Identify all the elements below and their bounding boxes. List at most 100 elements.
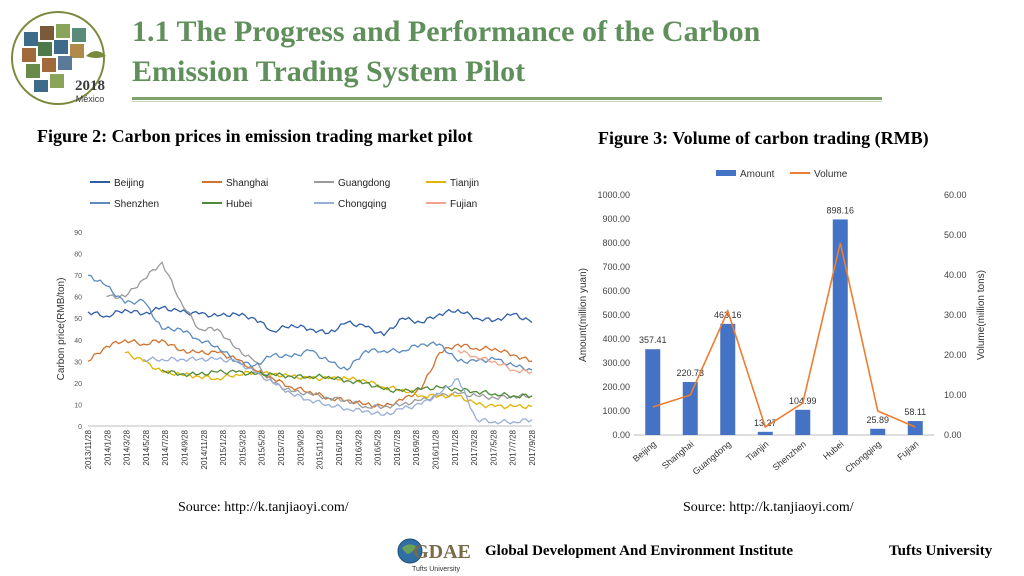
y2-tick-label: 30.00 xyxy=(944,310,967,320)
logo-place: México xyxy=(76,94,105,104)
leaf-icon xyxy=(86,51,106,58)
x-category-label: Chongqing xyxy=(843,439,883,475)
bar-value-label: 898.16 xyxy=(826,205,854,215)
y-tick-label: 0.00 xyxy=(612,430,630,440)
bar-shenzhen xyxy=(795,409,811,435)
legend-swatch-amount xyxy=(716,170,736,176)
y-tick-label: 10 xyxy=(74,402,82,409)
bar-value-label: 357.41 xyxy=(639,335,667,345)
x-tick-label: 2015/11/28 xyxy=(316,429,325,469)
series-line-shanghai xyxy=(87,338,533,408)
x-tick-label: 2015/5/28 xyxy=(258,429,267,465)
y-tick-label: 100.00 xyxy=(602,406,630,416)
y-tick-label: 60 xyxy=(74,295,82,302)
chart2-axes: 0.00 100.00 200.00 300.00 400.00 500.00 600.00… xyxy=(578,190,987,477)
slide-title: 1.1 The Progress and Performance of the … xyxy=(132,12,892,92)
y2-axis-label: Volume(million tons) xyxy=(976,270,987,360)
bar-hubei xyxy=(832,219,848,435)
volume-line xyxy=(652,242,916,429)
y2-tick-label: 10.00 xyxy=(944,390,967,400)
x-tick-label: 2016/3/28 xyxy=(354,429,363,465)
x-category-label: Guangdong xyxy=(691,439,733,477)
x-tick-label: 2014/11/28 xyxy=(200,429,209,469)
y-tick-label: 90 xyxy=(74,230,82,237)
x-tick-label: 2017/7/28 xyxy=(509,429,518,465)
chart2-legend: Amount Volume xyxy=(716,169,848,180)
series-line-fujian xyxy=(457,350,533,375)
legend-label-beijing: Beijing xyxy=(114,178,144,189)
y-tick-label: 400.00 xyxy=(602,334,630,344)
series-line-shenzhen xyxy=(87,274,533,372)
logo-mosaic xyxy=(22,24,86,92)
x-category-label: Fujian xyxy=(895,439,920,462)
carbon-volume-bar-chart: Amount Volume 0.00 100.00 200.00 300.00 400.0… xyxy=(578,169,987,477)
figure2-source: Source: http://k.tanjiaoyi.com/ xyxy=(178,500,349,515)
y-tick-label: 1000.00 xyxy=(597,190,630,200)
chart1-legend: Beijing Shanghai Guangdong Tianjin Shenzhen H… xyxy=(90,178,479,210)
x-tick-label: 2016/11/28 xyxy=(431,429,440,469)
y2-tick-label: 0.00 xyxy=(944,430,962,440)
x-tick-label: 2017/1/28 xyxy=(451,429,460,465)
gdae-logo-text: GDAE xyxy=(413,541,471,563)
chart1-series xyxy=(87,260,533,425)
bar-tianjin xyxy=(757,431,773,435)
y2-tick-label: 20.00 xyxy=(944,350,967,360)
conference-logo: 2018 México xyxy=(11,11,106,105)
bar-value-label: 463.16 xyxy=(714,310,742,320)
bar-value-label: 220.73 xyxy=(676,368,704,378)
bar-value-label: 13.27 xyxy=(754,418,777,428)
x-tick-label: 2014/9/28 xyxy=(181,429,190,465)
series-line-chongqing xyxy=(143,356,533,425)
x-tick-label: 2015/1/28 xyxy=(219,429,228,465)
carbon-price-line-chart: Beijing Shanghai Guangdong Tianjin Shenzhen H… xyxy=(56,178,537,469)
slide-title-line1: 1.1 The Progress and Performance of the … xyxy=(132,15,761,48)
gdae-logo: GDAE Tufts University xyxy=(397,538,471,573)
y-tick-label: 600.00 xyxy=(602,286,630,296)
x-category-label: Hubei xyxy=(821,439,845,462)
series-line-beijing xyxy=(87,305,533,337)
figure2-title: Figure 2: Carbon prices in emission trad… xyxy=(37,126,473,146)
y-tick-label: 50 xyxy=(74,316,82,323)
bar-value-label: 58.11 xyxy=(904,407,926,417)
x-tick-label: 2014/1/28 xyxy=(103,429,112,465)
bar-shanghai xyxy=(682,382,698,435)
y-tick-label: 80 xyxy=(74,252,82,259)
x-tick-label: 2017/5/28 xyxy=(489,429,498,465)
series-line-tianjin xyxy=(124,351,533,410)
series-line-hubei xyxy=(161,369,533,399)
x-tick-label: 2015/3/28 xyxy=(238,429,247,465)
y-tick-label: 70 xyxy=(74,273,82,280)
chart2-volume-line xyxy=(652,242,916,429)
x-tick-label: 2014/5/28 xyxy=(142,429,151,465)
bar-fujian xyxy=(907,421,923,435)
y-tick-label: 700.00 xyxy=(602,262,630,272)
legend-label-fujian: Fujian xyxy=(450,199,477,210)
y-axis-label: Amount(million yuan) xyxy=(578,268,589,362)
x-tick-label: 2013/11/28 xyxy=(84,429,93,469)
y-tick-label: 900.00 xyxy=(602,214,630,224)
x-tick-label: 2014/3/28 xyxy=(123,429,132,465)
x-tick-label: 2014/7/28 xyxy=(161,429,170,465)
bar-value-label: 25.89 xyxy=(866,415,889,425)
chart1-y-axis-label: Carbon price(RMB/ton) xyxy=(56,278,67,381)
legend-label-chongqing: Chongqing xyxy=(338,199,386,210)
legend-label-hubei: Hubei xyxy=(226,199,252,210)
x-tick-label: 2017/9/28 xyxy=(528,429,537,465)
x-category-label: Shenzhen xyxy=(771,439,808,473)
chart2-bars: 357.41220.73463.1613.27104.99898.1625.89… xyxy=(639,205,926,435)
legend-label-volume: Volume xyxy=(814,169,848,180)
x-tick-label: 2016/1/28 xyxy=(335,429,344,465)
y-tick-label: 500.00 xyxy=(602,310,630,320)
footer-organization: Global Development And Environment Insti… xyxy=(485,543,794,559)
slide-title-line2: Emission Trading System Pilot xyxy=(132,55,526,88)
y-tick-label: 20 xyxy=(74,381,82,388)
x-tick-label: 2015/9/28 xyxy=(296,429,305,465)
legend-label-tianjin: Tianjin xyxy=(450,178,479,189)
x-category-label: Tianjin xyxy=(744,439,770,463)
legend-label-shenzhen: Shenzhen xyxy=(114,199,159,210)
chart1-axes: 0 10 20 30 40 50 60 70 80 90 2013/11/28 2014/1/28 20… xyxy=(74,230,537,469)
y2-tick-label: 60.00 xyxy=(944,190,967,200)
x-tick-label: 2016/9/28 xyxy=(412,429,421,465)
x-category-label: Shanghai xyxy=(660,439,696,471)
y-tick-label: 200.00 xyxy=(602,382,630,392)
